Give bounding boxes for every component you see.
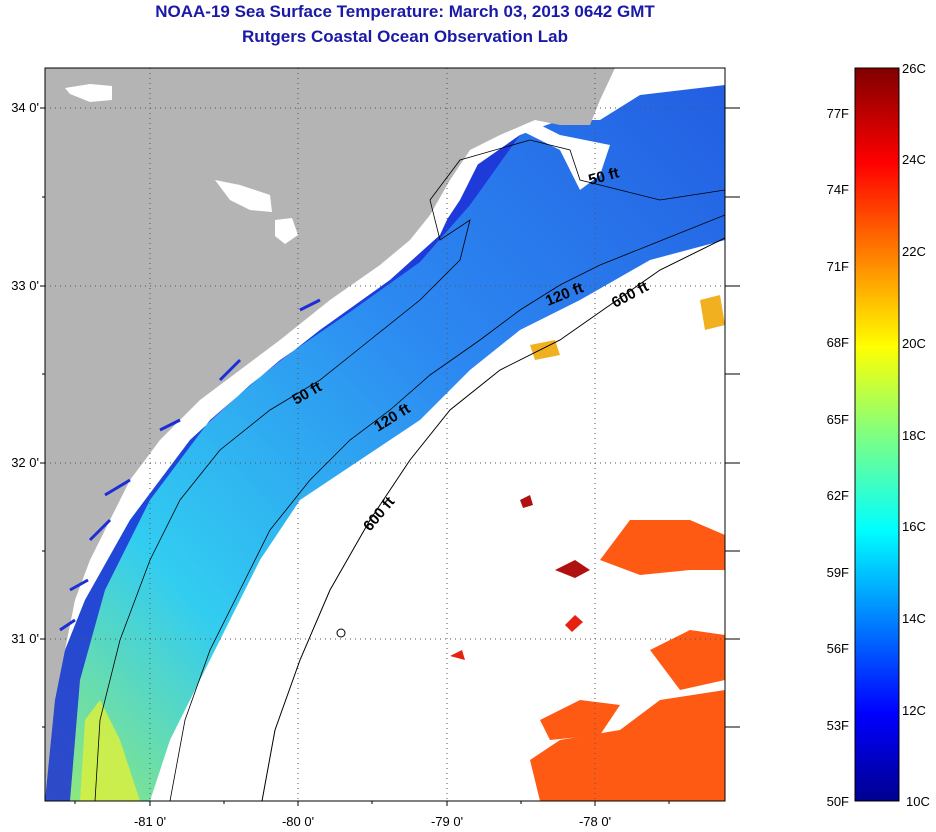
colorbar-f-label: 53F — [827, 718, 849, 733]
inland-lake-3 — [65, 84, 112, 102]
lat-tick-label: 34 0' — [11, 100, 39, 115]
lon-tick-label: -79 0' — [431, 814, 463, 829]
lon-tick-labels: -81 0' -80 0' -79 0' -78 0' — [134, 814, 611, 829]
colorbar — [854, 67, 900, 802]
land-mass — [45, 68, 615, 801]
colorbar-c-label: 26C — [902, 61, 926, 76]
lon-tick-label: -80 0' — [282, 814, 314, 829]
colorbar-c-label: 18C — [902, 428, 926, 443]
colorbar-f-label: 77F — [827, 106, 849, 121]
colorbar-fahrenheit-labels: 77F 74F 71F 68F 65F 62F 59F 56F 53F 50F — [827, 106, 849, 809]
lon-tick-label: -78 0' — [579, 814, 611, 829]
colorbar-c-label: 16C — [902, 519, 926, 534]
lat-tick-label: 33 0' — [11, 278, 39, 293]
colorbar-f-label: 65F — [827, 412, 849, 427]
colorbar-f-label: 62F — [827, 488, 849, 503]
colorbar-f-label: 68F — [827, 335, 849, 350]
lon-tick-label: -81 0' — [134, 814, 166, 829]
cloud-patch-north — [430, 125, 610, 230]
inland-lake-1 — [215, 180, 272, 212]
colorbar-f-label: 71F — [827, 259, 849, 274]
inland-lake-2 — [275, 218, 298, 244]
colorbar-c-label: 12C — [902, 703, 926, 718]
contour-50ft — [94, 139, 725, 801]
contour-600ft — [261, 237, 725, 801]
map-frame — [44, 67, 726, 802]
contour-120ft — [169, 214, 725, 801]
colorbar-c-label: 24C — [902, 152, 926, 167]
coastal-sst-band — [45, 85, 725, 801]
lat-tick-labels: 34 0' 33 0' 32 0' 31 0' — [11, 100, 39, 646]
graticule — [45, 68, 725, 801]
colorbar-c-label: 20C — [902, 336, 926, 351]
warm-nearshore-patch — [80, 700, 140, 801]
frame-ticks — [40, 107, 740, 806]
map-title: NOAA-19 Sea Surface Temperature: March 0… — [155, 2, 655, 21]
colorbar-celsius-labels: 26C 24C 22C 20C 18C 16C 14C 12C 10C — [902, 61, 930, 809]
estuary-detail — [59, 298, 321, 632]
lat-tick-label: 31 0' — [11, 631, 39, 646]
colorbar-f-label: 56F — [827, 641, 849, 656]
colorbar-f-label: 50F — [827, 794, 849, 809]
contour-ring — [336, 628, 346, 638]
map-subtitle: Rutgers Coastal Ocean Observation Lab — [242, 27, 568, 46]
gulf-stream-warm-patches — [450, 295, 725, 801]
colorbar-c-label: 14C — [902, 611, 926, 626]
colorbar-f-label: 74F — [827, 182, 849, 197]
colorbar-c-label: 22C — [902, 244, 926, 259]
colorbar-c-label: 10C — [906, 794, 930, 809]
lat-tick-label: 32 0' — [11, 455, 39, 470]
colorbar-f-label: 59F — [827, 565, 849, 580]
